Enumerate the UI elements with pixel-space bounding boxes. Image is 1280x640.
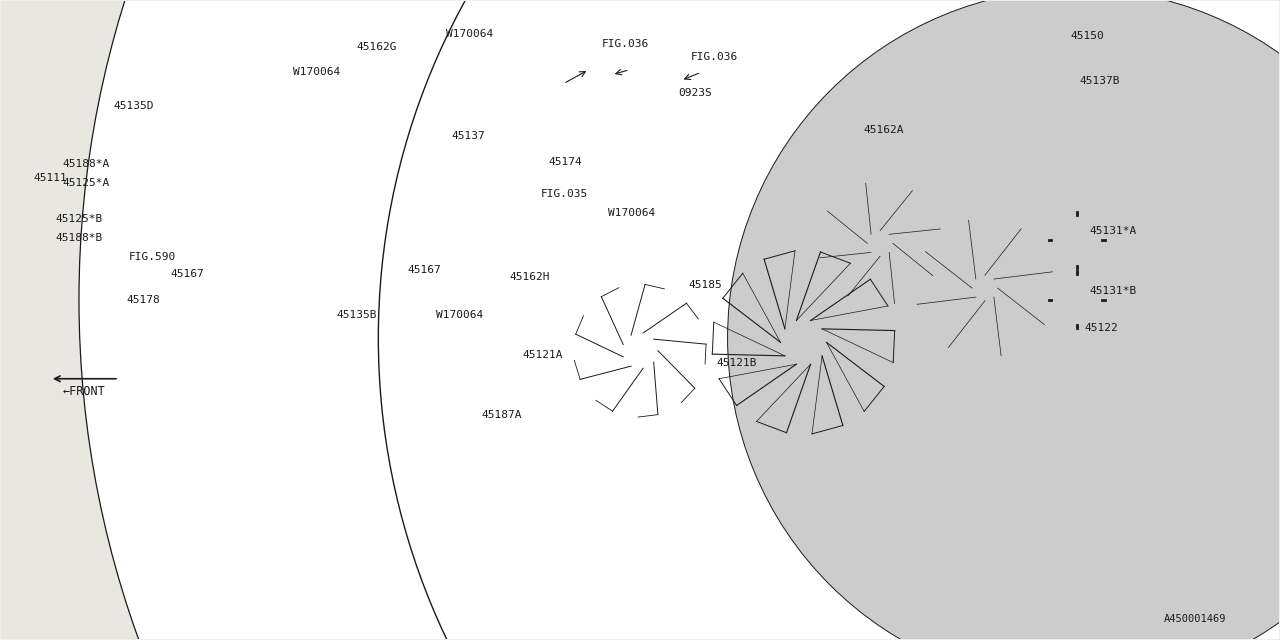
Bar (247, 100, 550, 333)
Circle shape (0, 0, 584, 602)
Circle shape (0, 0, 584, 580)
Circle shape (291, 154, 790, 640)
Circle shape (973, 276, 996, 300)
Text: 45167: 45167 (407, 265, 442, 275)
Text: W170064: W170064 (435, 310, 483, 320)
Text: 45162H: 45162H (509, 271, 550, 282)
Text: 45188*A: 45188*A (63, 159, 110, 168)
Circle shape (0, 0, 934, 640)
Circle shape (0, 0, 1149, 640)
Text: ←FRONT: ←FRONT (63, 385, 105, 398)
Circle shape (73, 0, 972, 640)
Circle shape (625, 335, 655, 366)
Circle shape (0, 0, 945, 640)
Circle shape (563, 274, 717, 428)
Text: 45135D: 45135D (114, 101, 155, 111)
Circle shape (79, 0, 1280, 640)
Bar (33, 159, 216, 230)
Circle shape (346, 0, 845, 461)
Circle shape (251, 0, 850, 381)
Text: 45137B: 45137B (1079, 76, 1120, 86)
Bar (209, 113, 251, 320)
Circle shape (485, 50, 984, 549)
Circle shape (794, 332, 814, 353)
Circle shape (0, 0, 695, 640)
Text: 45131*A: 45131*A (1089, 225, 1137, 236)
Circle shape (0, 0, 937, 640)
Circle shape (83, 0, 882, 640)
Text: 45150: 45150 (1070, 31, 1103, 41)
Circle shape (27, 25, 466, 464)
Text: 45131*B: 45131*B (1089, 286, 1137, 296)
Circle shape (0, 0, 584, 543)
Bar (813, 179, 1046, 398)
Text: FIG.036: FIG.036 (602, 39, 649, 49)
Circle shape (0, 0, 584, 516)
Text: 45121B: 45121B (717, 358, 758, 369)
Circle shape (0, 0, 772, 532)
Circle shape (577, 0, 1280, 640)
Circle shape (188, 0, 1087, 640)
Circle shape (906, 209, 1064, 367)
Text: 45125*A: 45125*A (63, 178, 110, 188)
Text: 45188*B: 45188*B (55, 233, 102, 243)
Circle shape (0, 0, 1097, 640)
Circle shape (783, 322, 824, 363)
Circle shape (0, 0, 695, 609)
Text: 45162A: 45162A (864, 125, 904, 134)
Text: 45121A: 45121A (522, 350, 563, 360)
Circle shape (303, 106, 742, 545)
Circle shape (0, 0, 1125, 640)
Text: 45187A: 45187A (481, 410, 522, 419)
Circle shape (727, 0, 1280, 640)
Circle shape (236, 0, 1234, 640)
Circle shape (41, 0, 1039, 640)
Text: 45137: 45137 (451, 131, 485, 141)
Circle shape (40, 0, 637, 381)
Circle shape (46, 0, 1144, 640)
Circle shape (577, 0, 1280, 640)
Circle shape (379, 0, 1280, 640)
Text: 45174: 45174 (548, 157, 582, 166)
Circle shape (438, 19, 837, 417)
Circle shape (695, 234, 913, 451)
Circle shape (129, 6, 768, 640)
Text: W170064: W170064 (293, 67, 340, 77)
Circle shape (157, 0, 796, 472)
Text: FIG.590: FIG.590 (129, 252, 177, 262)
Circle shape (27, 0, 466, 436)
Circle shape (0, 0, 596, 457)
Text: 45111: 45111 (33, 173, 67, 183)
Circle shape (283, 147, 682, 547)
Text: 45122: 45122 (1084, 323, 1119, 333)
Circle shape (0, 0, 695, 640)
Text: FIG.036: FIG.036 (691, 52, 739, 62)
Text: 45162G: 45162G (356, 42, 397, 52)
Circle shape (0, 0, 695, 638)
Circle shape (27, 0, 466, 380)
Circle shape (632, 343, 648, 358)
Text: A450001469: A450001469 (1164, 614, 1226, 624)
Text: FIG.035: FIG.035 (540, 189, 588, 198)
Text: 45178: 45178 (127, 294, 160, 305)
Text: 45167: 45167 (170, 269, 204, 279)
Circle shape (79, 0, 1280, 640)
Text: W170064: W170064 (445, 29, 493, 39)
Circle shape (27, 0, 466, 408)
Text: 45135B: 45135B (337, 310, 376, 320)
Circle shape (869, 232, 892, 255)
Bar (129, 251, 242, 276)
Circle shape (810, 173, 950, 314)
Bar (1051, 44, 1247, 208)
Text: 0923S: 0923S (678, 88, 712, 99)
Text: 45185: 45185 (689, 280, 722, 290)
Text: W170064: W170064 (608, 208, 655, 218)
Circle shape (552, 0, 1280, 640)
Text: 45125*B: 45125*B (55, 214, 102, 224)
Circle shape (189, 0, 1188, 552)
